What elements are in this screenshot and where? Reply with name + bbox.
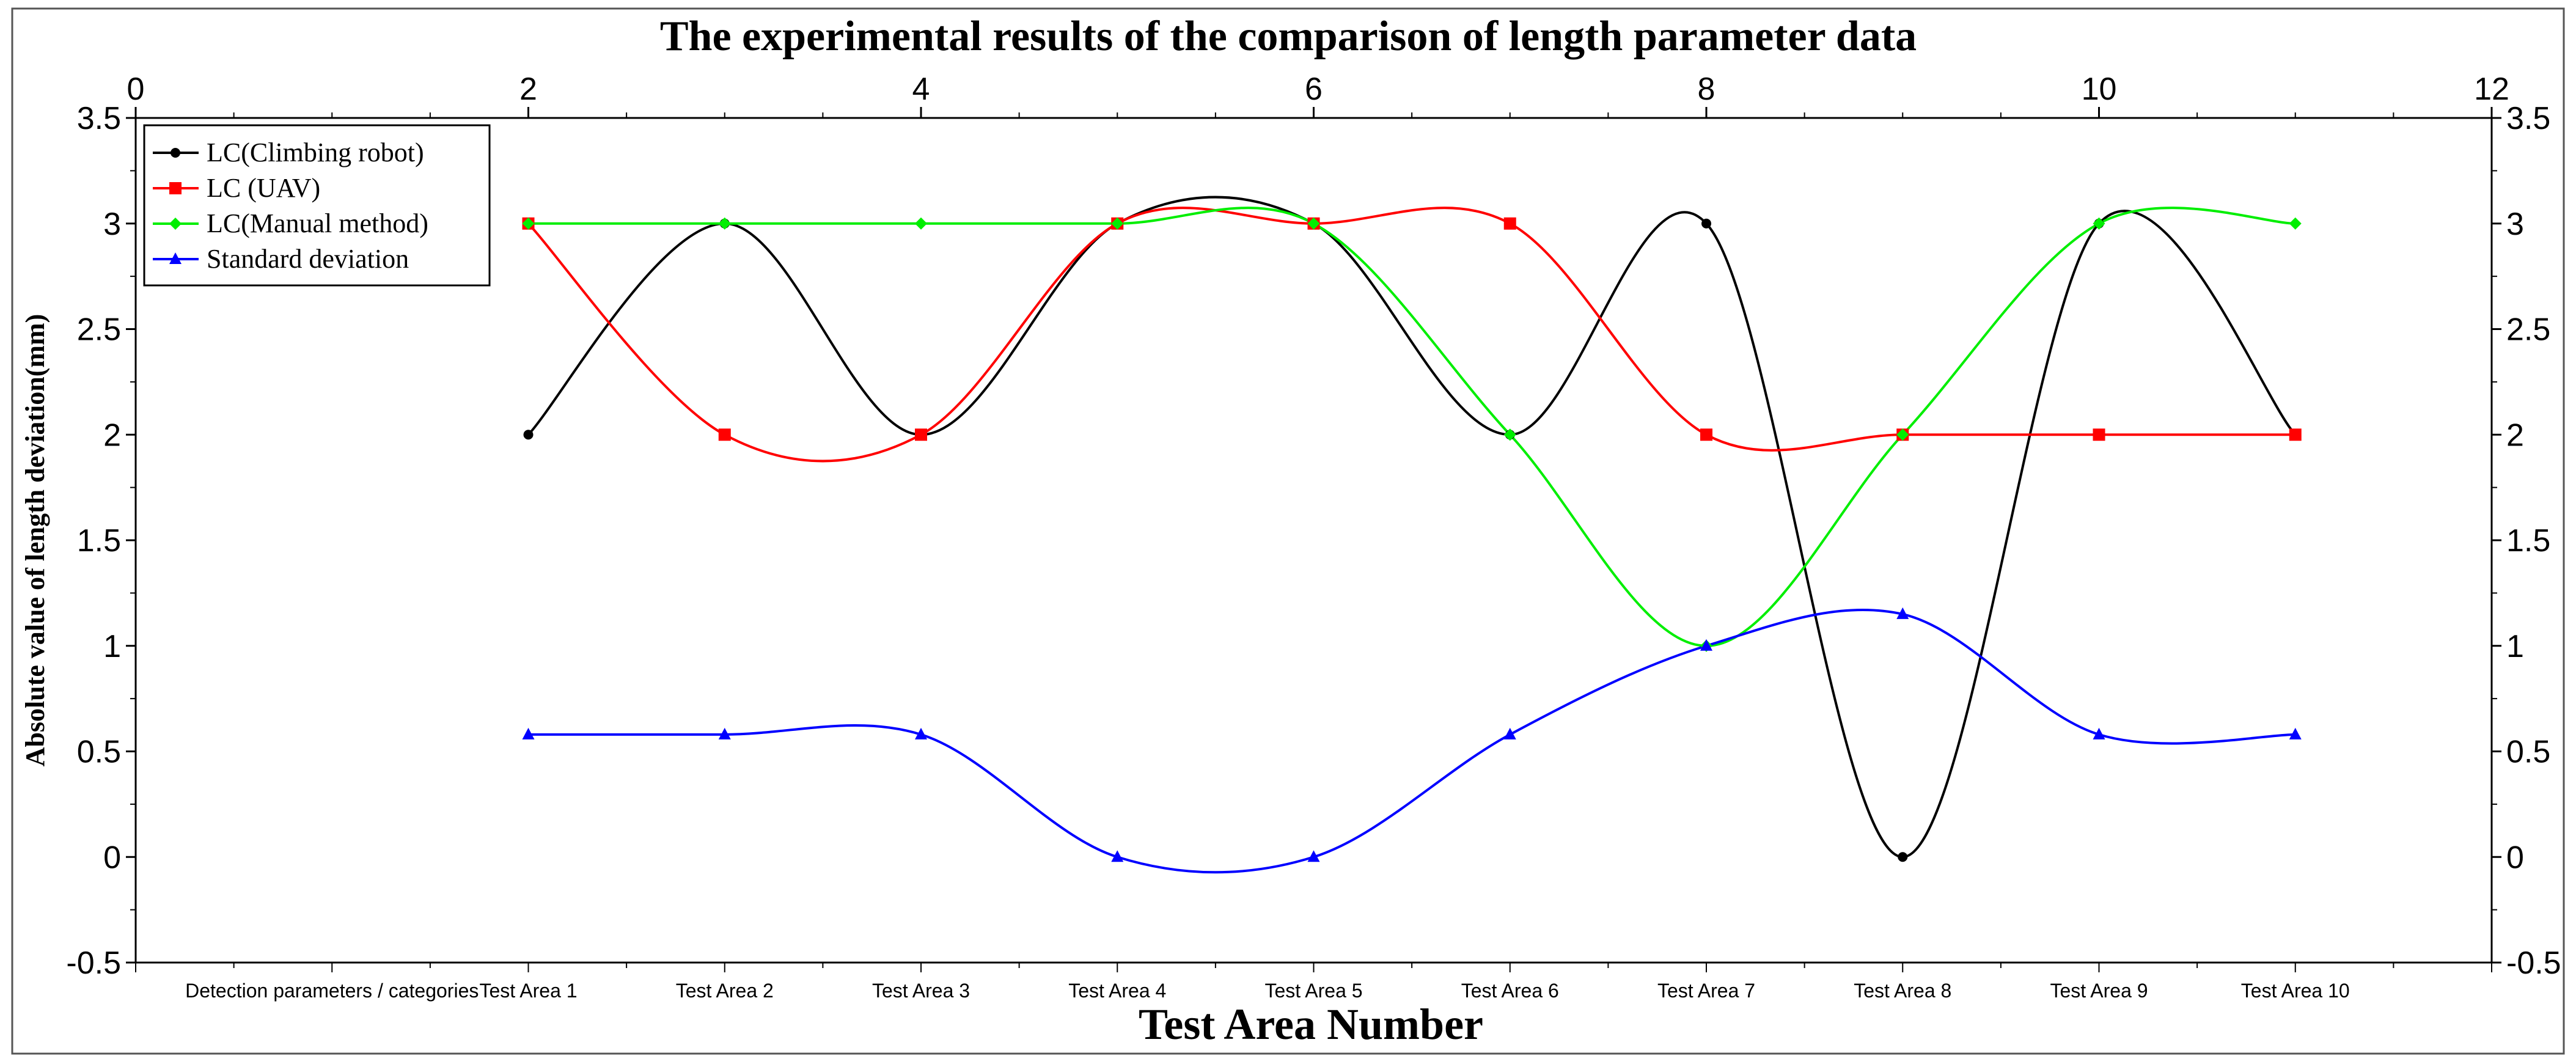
left-axis-tick-label: 3 bbox=[103, 207, 121, 242]
top-axis-tick-label: 2 bbox=[519, 72, 537, 107]
legend-label-4: Standard deviation bbox=[207, 244, 409, 274]
top-axis-tick-label: 6 bbox=[1305, 72, 1323, 107]
top-axis-tick-label: 8 bbox=[1698, 72, 1715, 107]
left-axis-tick-label: 3.5 bbox=[77, 101, 121, 136]
legend-marker-4 bbox=[169, 252, 182, 264]
series-lines bbox=[527, 196, 2297, 874]
left-axis-tick-label: -0.5 bbox=[66, 945, 121, 981]
series-4-point bbox=[2093, 727, 2105, 739]
y-axis-label: Absolute value of length deviation(mm) bbox=[20, 314, 50, 767]
category-tick-label: Test Area 1 bbox=[479, 980, 577, 1002]
right-axis-tick-label: 1.5 bbox=[2506, 523, 2550, 559]
legend-marker-2 bbox=[169, 182, 182, 194]
x-axis-label: Test Area Number bbox=[1139, 1000, 1483, 1049]
series-1-point bbox=[523, 430, 534, 440]
series-markers bbox=[522, 217, 2302, 862]
top-axis-tick-label: 12 bbox=[2474, 72, 2509, 107]
legend: LC(Climbing robot) LC (UAV) LC(Manual meth… bbox=[143, 124, 491, 287]
series-line-1 bbox=[527, 196, 2297, 859]
series-4-point bbox=[522, 727, 535, 739]
right-axis-tick-label: 0.5 bbox=[2506, 735, 2550, 770]
series-1-point bbox=[1898, 852, 1908, 862]
category-tick-label: Test Area 4 bbox=[1068, 980, 1166, 1002]
legend-label-2: LC (UAV) bbox=[207, 173, 320, 203]
left-axis-tick-label: 2 bbox=[103, 417, 121, 453]
series-2-point bbox=[718, 428, 731, 441]
category-tick-label: Test Area 3 bbox=[872, 980, 970, 1002]
series-4-point bbox=[1503, 727, 1516, 739]
series-4-point bbox=[1700, 639, 1712, 651]
series-2-point bbox=[2289, 428, 2302, 441]
right-axis-tick-label: -0.5 bbox=[2506, 945, 2561, 981]
top-axis-tick-label: 0 bbox=[127, 72, 145, 107]
right-axis-tick-label: 3 bbox=[2506, 207, 2524, 242]
series-2-point bbox=[2093, 428, 2105, 441]
series-3-point bbox=[522, 217, 535, 230]
series-4-point bbox=[915, 727, 927, 739]
category-tick-label: Test Area 2 bbox=[676, 980, 774, 1002]
series-3-point bbox=[1896, 428, 1909, 441]
series-2-point bbox=[915, 428, 927, 441]
series-2-point bbox=[1503, 217, 1516, 230]
category-tick-label: Detection parameters / categories bbox=[185, 980, 479, 1002]
series-4-point bbox=[1307, 850, 1320, 862]
series-3-point bbox=[1503, 428, 1516, 441]
right-axis-tick-label: 0 bbox=[2506, 840, 2524, 875]
legend-box bbox=[143, 124, 491, 287]
series-1-point bbox=[1701, 218, 1711, 229]
left-axis-tick-label: 0 bbox=[103, 840, 121, 875]
series-3-point bbox=[718, 217, 731, 230]
left-axis-tick-label: 1 bbox=[103, 629, 121, 664]
series-4-point bbox=[2289, 727, 2302, 739]
series-4-point bbox=[1111, 850, 1124, 862]
series-3-point bbox=[915, 217, 927, 230]
series-4-point bbox=[718, 727, 731, 739]
category-tick-label: Test Area 7 bbox=[1657, 980, 1755, 1002]
category-tick-label: Test Area 10 bbox=[2241, 980, 2350, 1002]
series-3-point bbox=[1307, 217, 1320, 230]
category-tick-label: Test Area 9 bbox=[2050, 980, 2148, 1002]
series-line-2 bbox=[527, 207, 2295, 463]
category-tick-label: Test Area 8 bbox=[1854, 980, 1951, 1002]
right-axis-tick-label: 3.5 bbox=[2506, 101, 2550, 136]
right-axis-tick-label: 2.5 bbox=[2506, 312, 2550, 348]
left-axis-tick-label: 2.5 bbox=[77, 312, 121, 348]
series-3-point bbox=[1111, 217, 1124, 230]
legend-label-3: LC(Manual method) bbox=[207, 208, 428, 238]
left-axis-tick-label: 1.5 bbox=[77, 523, 121, 559]
legend-marker-1 bbox=[171, 148, 180, 158]
legend-label-1: LC(Climbing robot) bbox=[207, 138, 424, 167]
series-3-point bbox=[2093, 217, 2105, 230]
category-tick-label: Test Area 6 bbox=[1461, 980, 1559, 1002]
right-axis-tick-label: 2 bbox=[2506, 417, 2524, 453]
top-axis-tick-label: 10 bbox=[2082, 72, 2117, 107]
series-line-4 bbox=[528, 608, 2295, 874]
category-tick-label: Test Area 5 bbox=[1264, 980, 1362, 1002]
series-4-point bbox=[1896, 607, 1909, 619]
right-axis-tick-label: 1 bbox=[2506, 629, 2524, 664]
series-line-3 bbox=[528, 207, 2295, 647]
chart-title: The experimental results of the comparis… bbox=[660, 13, 1917, 60]
series-3-point bbox=[2289, 217, 2302, 230]
legend-marker-3 bbox=[169, 218, 182, 230]
left-axis-tick-label: 0.5 bbox=[77, 735, 121, 770]
top-axis-tick-label: 4 bbox=[912, 72, 930, 107]
series-2-point bbox=[1700, 428, 1712, 441]
